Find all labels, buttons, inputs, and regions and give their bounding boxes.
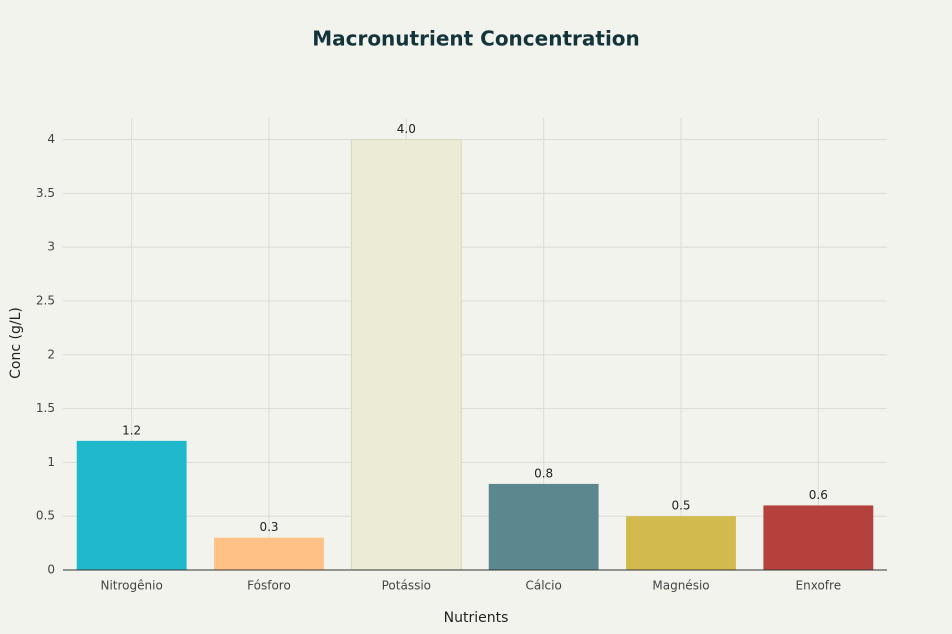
data-label: 0.3 — [259, 520, 278, 534]
x-axis-title: Nutrients — [444, 610, 509, 626]
x-tick-label: Cálcio — [525, 579, 561, 593]
y-tick-label: 2.5 — [36, 293, 55, 307]
y-axis-title: Conc (g/L) — [8, 307, 24, 379]
data-label: 0.8 — [534, 466, 553, 480]
y-tick-label: 3.5 — [36, 186, 55, 200]
y-tick-label: 3 — [47, 240, 55, 254]
x-tick-label: Potássio — [382, 579, 431, 593]
data-label: 0.6 — [809, 488, 828, 502]
bar — [76, 440, 187, 570]
bar — [214, 537, 324, 570]
bar — [350, 139, 462, 571]
data-label: 4.0 — [397, 122, 416, 136]
x-tick-label: Nitrogênio — [101, 579, 163, 593]
data-label: 0.5 — [671, 499, 690, 513]
y-tick-label: 1.5 — [36, 401, 55, 415]
bar — [488, 483, 599, 570]
x-tick-label: Enxofre — [796, 579, 842, 593]
x-tick-label: Fósforo — [247, 579, 291, 593]
y-tick-label: 1 — [47, 455, 55, 469]
chart-title: Macronutrient Concentration — [312, 27, 640, 51]
y-tick-label: 0.5 — [36, 509, 55, 523]
data-label: 1.2 — [122, 423, 141, 437]
x-tick-label: Magnésio — [652, 579, 709, 593]
bar — [763, 505, 874, 570]
y-tick-label: 2 — [47, 347, 55, 361]
y-tick-label: 0 — [47, 563, 55, 577]
bar — [626, 516, 736, 570]
y-tick-label: 4 — [47, 132, 55, 146]
